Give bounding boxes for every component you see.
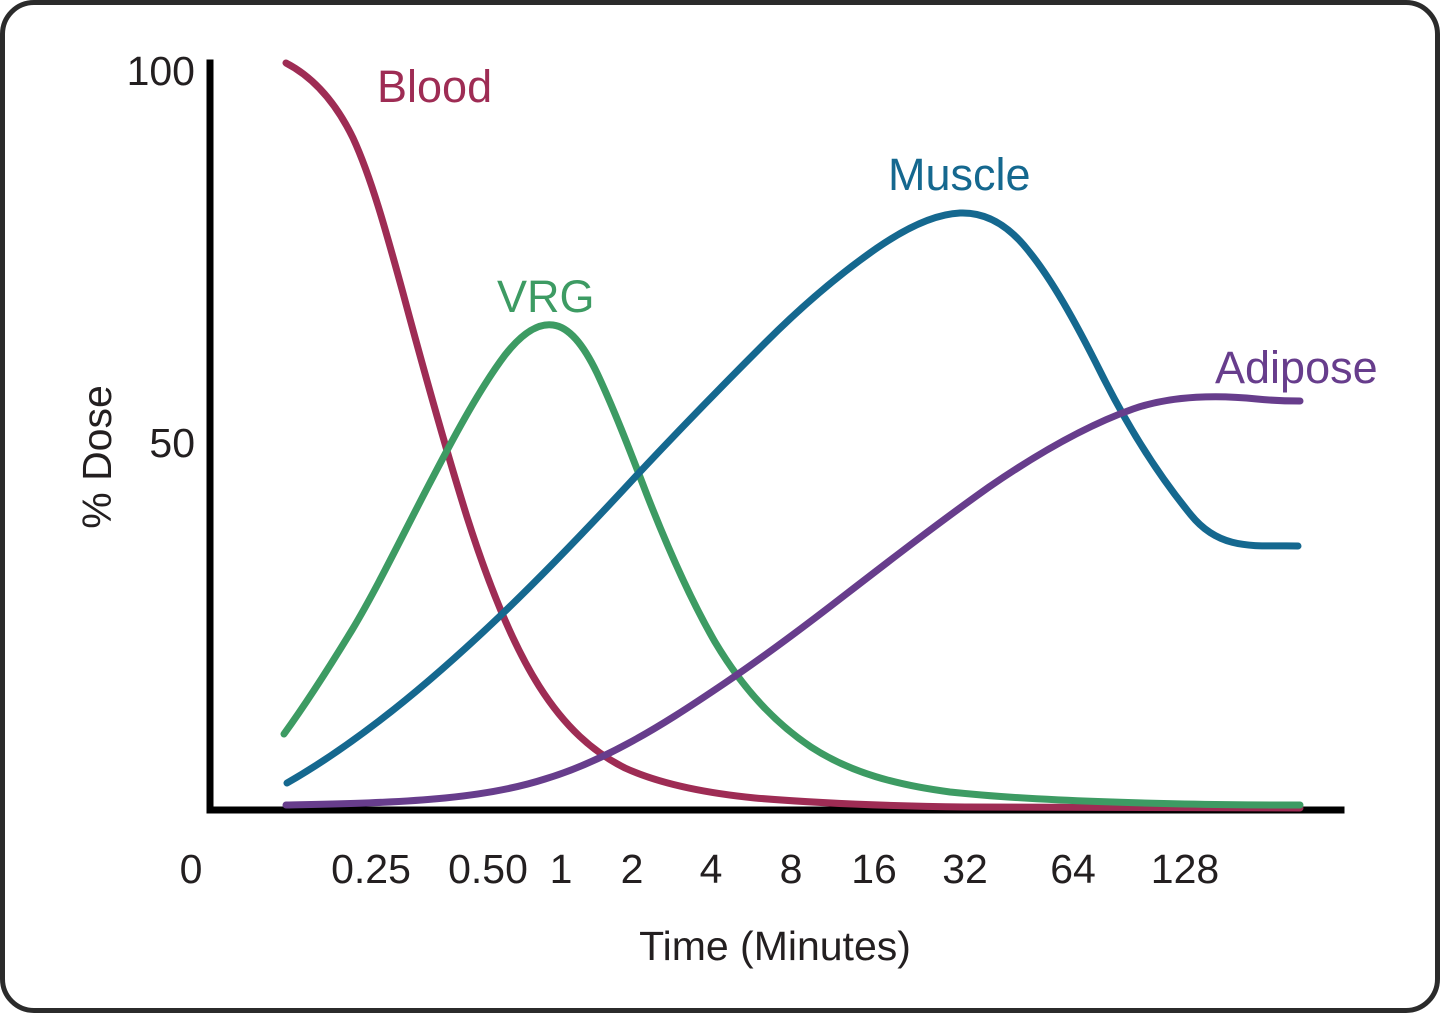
x-tick-label-128: 128 [1151, 846, 1219, 892]
x-tick-label-025: 0.25 [331, 846, 411, 892]
x-axis-tick-labels: 0 0.25 0.50 1 2 4 8 16 32 64 128 [180, 846, 1220, 892]
x-tick-label-4: 4 [700, 846, 723, 892]
series-label-adipose: Adipose [1215, 342, 1378, 393]
x-tick-label-8: 8 [780, 846, 803, 892]
chart-series-group [280, 59, 1304, 812]
chart-series-labels: Blood VRG Muscle Adipose [377, 61, 1378, 393]
x-tick-label-16: 16 [851, 846, 897, 892]
series-label-blood: Blood [377, 61, 492, 112]
pharmacokinetic-line-chart: 100 50 % Dose 0 0.25 0.50 1 2 4 8 16 32 … [74, 48, 1378, 969]
chart-axes [206, 59, 1345, 814]
series-curve-blood [282, 59, 1304, 812]
x-tick-label-32: 32 [942, 846, 988, 892]
x-tick-label-64: 64 [1050, 846, 1096, 892]
x-tick-label-1: 1 [550, 846, 573, 892]
series-label-muscle: Muscle [888, 149, 1031, 200]
series-curve-adipose [282, 393, 1304, 809]
series-label-vrg: VRG [497, 271, 595, 322]
x-tick-label-0: 0 [180, 846, 203, 892]
x-tick-label-2: 2 [621, 846, 644, 892]
y-tick-label-50: 50 [149, 420, 195, 466]
x-axis-title: Time (Minutes) [639, 923, 911, 969]
y-axis-title: % Dose [74, 385, 120, 529]
x-tick-label-050: 0.50 [448, 846, 528, 892]
y-axis-tick-labels: 100 50 [127, 48, 195, 466]
series-curve-vrg [280, 321, 1304, 809]
y-tick-label-100: 100 [127, 48, 195, 94]
series-curve-muscle [283, 209, 1302, 787]
